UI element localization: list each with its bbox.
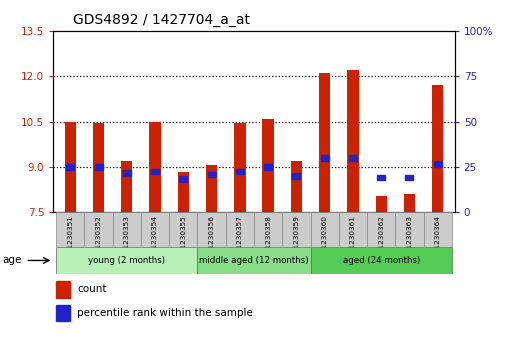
Bar (56, 247, 198, 274)
Text: GSM1230363: GSM1230363 (406, 215, 412, 264)
Bar (367, 212, 395, 247)
Bar (424, 212, 452, 247)
Bar (179, 176, 187, 182)
Bar (321, 155, 329, 161)
Bar (113, 212, 141, 247)
Text: young (2 months): young (2 months) (88, 256, 165, 265)
Text: GSM1230355: GSM1230355 (180, 215, 186, 264)
Bar (56, 212, 84, 247)
Bar (198, 212, 226, 247)
Bar (198, 247, 310, 274)
Text: GSM1230364: GSM1230364 (435, 215, 441, 264)
Text: percentile rank within the sample: percentile rank within the sample (77, 308, 253, 318)
Bar (434, 161, 441, 167)
Bar (121, 161, 133, 212)
Bar (291, 161, 302, 212)
Text: GSM1230361: GSM1230361 (350, 215, 356, 264)
Bar (151, 168, 159, 175)
Bar (347, 70, 359, 212)
Bar (310, 212, 339, 247)
Bar (264, 164, 272, 170)
Text: GSM1230353: GSM1230353 (124, 215, 130, 264)
Bar (178, 172, 189, 212)
Text: age: age (3, 256, 22, 265)
Bar (339, 212, 367, 247)
Bar (375, 196, 387, 212)
Bar (56, 305, 70, 321)
Text: GSM1230351: GSM1230351 (67, 215, 73, 264)
Bar (236, 168, 244, 175)
Text: GSM1230354: GSM1230354 (152, 215, 158, 264)
Bar (293, 173, 300, 179)
Bar (149, 122, 161, 212)
Text: GSM1230356: GSM1230356 (209, 215, 214, 264)
Bar (377, 175, 385, 180)
Bar (141, 212, 169, 247)
Bar (319, 73, 330, 212)
Bar (67, 164, 74, 170)
Text: count: count (77, 285, 107, 294)
Bar (123, 170, 131, 176)
Text: middle aged (12 months): middle aged (12 months) (199, 256, 309, 265)
Text: GSM1230352: GSM1230352 (96, 215, 102, 264)
Bar (226, 212, 254, 247)
Text: GSM1230357: GSM1230357 (237, 215, 243, 264)
Bar (208, 172, 215, 178)
Bar (84, 212, 113, 247)
Bar (234, 123, 245, 212)
Text: GSM1230360: GSM1230360 (322, 215, 328, 264)
Bar (206, 166, 217, 212)
Text: GDS4892 / 1427704_a_at: GDS4892 / 1427704_a_at (74, 13, 250, 27)
Text: GSM1230362: GSM1230362 (378, 215, 384, 264)
Text: GSM1230358: GSM1230358 (265, 215, 271, 264)
Bar (169, 212, 198, 247)
Bar (94, 164, 103, 170)
Text: aged (24 months): aged (24 months) (342, 256, 420, 265)
Text: GSM1230359: GSM1230359 (294, 215, 299, 264)
Bar (349, 155, 357, 161)
Bar (65, 122, 76, 212)
Bar (56, 281, 70, 298)
Bar (254, 212, 282, 247)
Bar (404, 194, 415, 212)
Bar (93, 123, 104, 212)
Bar (395, 212, 424, 247)
Bar (282, 212, 310, 247)
Bar (263, 119, 274, 212)
Bar (432, 85, 443, 212)
Bar (310, 247, 452, 274)
Bar (405, 175, 414, 180)
